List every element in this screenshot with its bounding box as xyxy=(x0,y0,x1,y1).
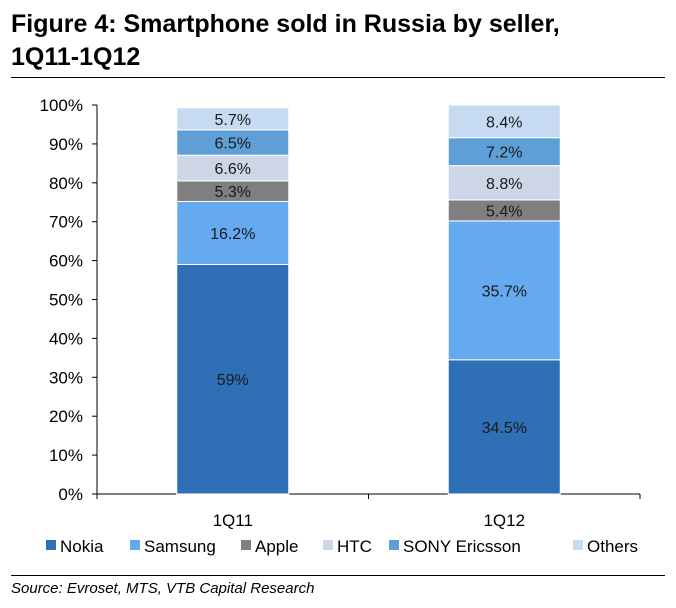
bar-segment-sony-ericsson xyxy=(447,137,561,167)
y-tick-label: 100% xyxy=(40,96,83,115)
legend-swatch-nokia xyxy=(46,540,56,550)
bar-segment-samsung xyxy=(447,220,561,361)
legend-swatch-sony-ericsson xyxy=(389,540,399,550)
data-label: 6.6% xyxy=(215,161,251,178)
data-label: 6.5% xyxy=(215,136,251,153)
chart-title: Figure 4: Smartphone sold in Russia by s… xyxy=(11,8,661,74)
legend-swatch-samsung xyxy=(130,540,140,550)
legend-label: Apple xyxy=(255,537,298,556)
y-tick-label: 60% xyxy=(49,252,83,271)
y-tick-label: 0% xyxy=(58,485,83,504)
y-tick-label: 30% xyxy=(49,368,83,387)
y-tick-label: 10% xyxy=(49,446,83,465)
bar-segment-sony-ericsson xyxy=(176,129,290,156)
y-tick-label: 40% xyxy=(49,329,83,348)
legend-swatch-apple xyxy=(241,540,251,550)
data-label: 16.2% xyxy=(210,226,255,243)
y-tick-label: 50% xyxy=(49,291,83,310)
chart-title-line2: 1Q11-1Q12 xyxy=(11,43,141,71)
title-divider xyxy=(11,77,665,78)
bar-segment-htc xyxy=(447,165,561,201)
bar-segment-nokia xyxy=(447,359,561,495)
x-category-label: 1Q12 xyxy=(483,511,525,530)
legend-label: Others xyxy=(587,537,638,556)
source-divider xyxy=(11,575,665,576)
data-label: 5.7% xyxy=(215,112,251,129)
data-label: 5.4% xyxy=(486,203,522,220)
data-label: 35.7% xyxy=(482,283,527,300)
data-label: 34.5% xyxy=(482,420,527,437)
bar-segment-nokia xyxy=(176,263,290,495)
source-note: Source: Evroset, MTS, VTB Capital Resear… xyxy=(11,580,315,597)
y-tick-label: 90% xyxy=(49,135,83,154)
bar-segment-samsung xyxy=(176,200,290,265)
legend-label: HTC xyxy=(337,537,372,556)
data-label: 8.8% xyxy=(486,176,522,193)
x-category-label: 1Q11 xyxy=(213,511,253,530)
data-label: 8.4% xyxy=(486,114,522,131)
legend-label: Nokia xyxy=(60,537,104,556)
data-label: 59% xyxy=(217,372,249,389)
chart-title-line1: Figure 4: Smartphone sold in Russia by s… xyxy=(11,10,560,38)
bar-segment-htc xyxy=(176,154,290,182)
legend-swatch-others xyxy=(573,540,583,550)
y-tick-label: 70% xyxy=(49,213,83,232)
data-label: 5.3% xyxy=(215,184,251,201)
legend-label: SONY Ericsson xyxy=(403,537,521,556)
legend-swatch-htc xyxy=(323,540,333,550)
data-label: 7.2% xyxy=(486,145,522,162)
stacked-bar-chart: 0% 10% 20% 30% 40% 50% 60% 70% 80% 90% 100% 59% 16.2… xyxy=(40,96,641,556)
y-tick-label: 80% xyxy=(49,174,83,193)
bar-segment-others xyxy=(176,107,290,131)
legend-label: Samsung xyxy=(144,537,216,556)
y-tick-label: 20% xyxy=(49,407,83,426)
bar-segment-others xyxy=(447,104,561,139)
